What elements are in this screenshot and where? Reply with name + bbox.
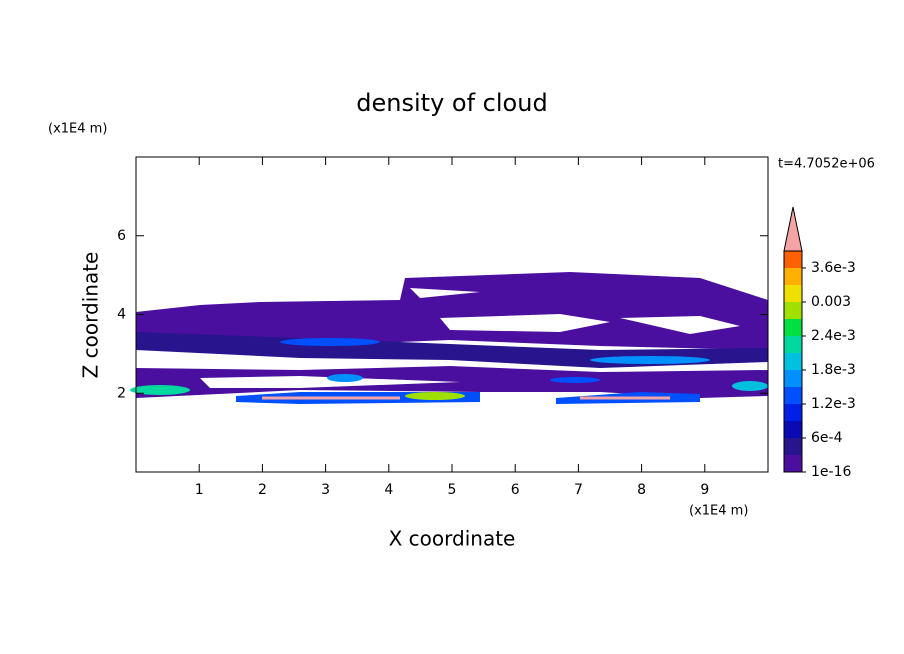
contour-gap [410, 288, 480, 298]
y-tick-label: 4 [117, 307, 126, 323]
contour-gap [620, 316, 740, 334]
contour-region [136, 272, 768, 350]
y-unit: (x1E4 m) [48, 122, 107, 137]
x-tick-label: 9 [700, 482, 709, 498]
colorbar-tick-label: 1.2e-3 [811, 396, 856, 412]
x-tick-label: 3 [321, 482, 330, 498]
colorbar-band [784, 387, 802, 404]
x-tick-label: 5 [448, 482, 457, 498]
colorbar-band [784, 421, 802, 438]
contour-field [130, 272, 768, 404]
colorbar-band [784, 251, 802, 268]
colorbar-band [784, 302, 802, 319]
y-tick-label: 6 [117, 228, 126, 244]
colorbar-extend [783, 206, 803, 252]
x-tick-label: 1 [195, 482, 204, 498]
x-axis-label: X coordinate [389, 527, 516, 551]
colorbar-band [784, 285, 802, 302]
colorbar-band [784, 404, 802, 421]
contour-region [130, 385, 190, 395]
x-tick-label: 6 [511, 482, 520, 498]
colorbar-band [784, 353, 802, 370]
x-tick-label: 8 [637, 482, 646, 498]
x-tick-label: 2 [258, 482, 267, 498]
contour-region [280, 338, 380, 346]
colorbar-tick-label: 2.4e-3 [811, 328, 856, 344]
colorbar-band [784, 336, 802, 353]
colorbar-tick-label: 1e-16 [811, 464, 851, 480]
x-tick-label: 4 [384, 482, 393, 498]
colorbar-band [784, 268, 802, 285]
colorbar-band [784, 370, 802, 387]
contour-region [405, 392, 465, 400]
contour-region [732, 381, 768, 391]
contour-region [550, 377, 600, 383]
colorbar-tick-label: 0.003 [811, 294, 851, 310]
colorbar-band [784, 319, 802, 336]
contour-gap [440, 314, 610, 332]
y-tick-label: 2 [117, 385, 126, 401]
colorbar-tick-label: 3.6e-3 [811, 260, 856, 276]
colorbar-band [784, 438, 802, 455]
contour-gap [200, 376, 460, 388]
annotation: t=4.7052e+06 [778, 157, 875, 172]
colorbar-frame [783, 250, 803, 473]
x-tick-label: 7 [574, 482, 583, 498]
colorbar-tick-label: 1.8e-3 [811, 362, 856, 378]
colorbar-band [784, 455, 802, 472]
x-unit: (x1E4 m) [689, 504, 748, 519]
contour-region [590, 356, 710, 364]
contour-region [327, 374, 363, 382]
chart-title: density of cloud [356, 89, 547, 117]
y-axis-label: Z coordinate [79, 252, 103, 379]
colorbar-tick-label: 6e-4 [811, 430, 843, 446]
